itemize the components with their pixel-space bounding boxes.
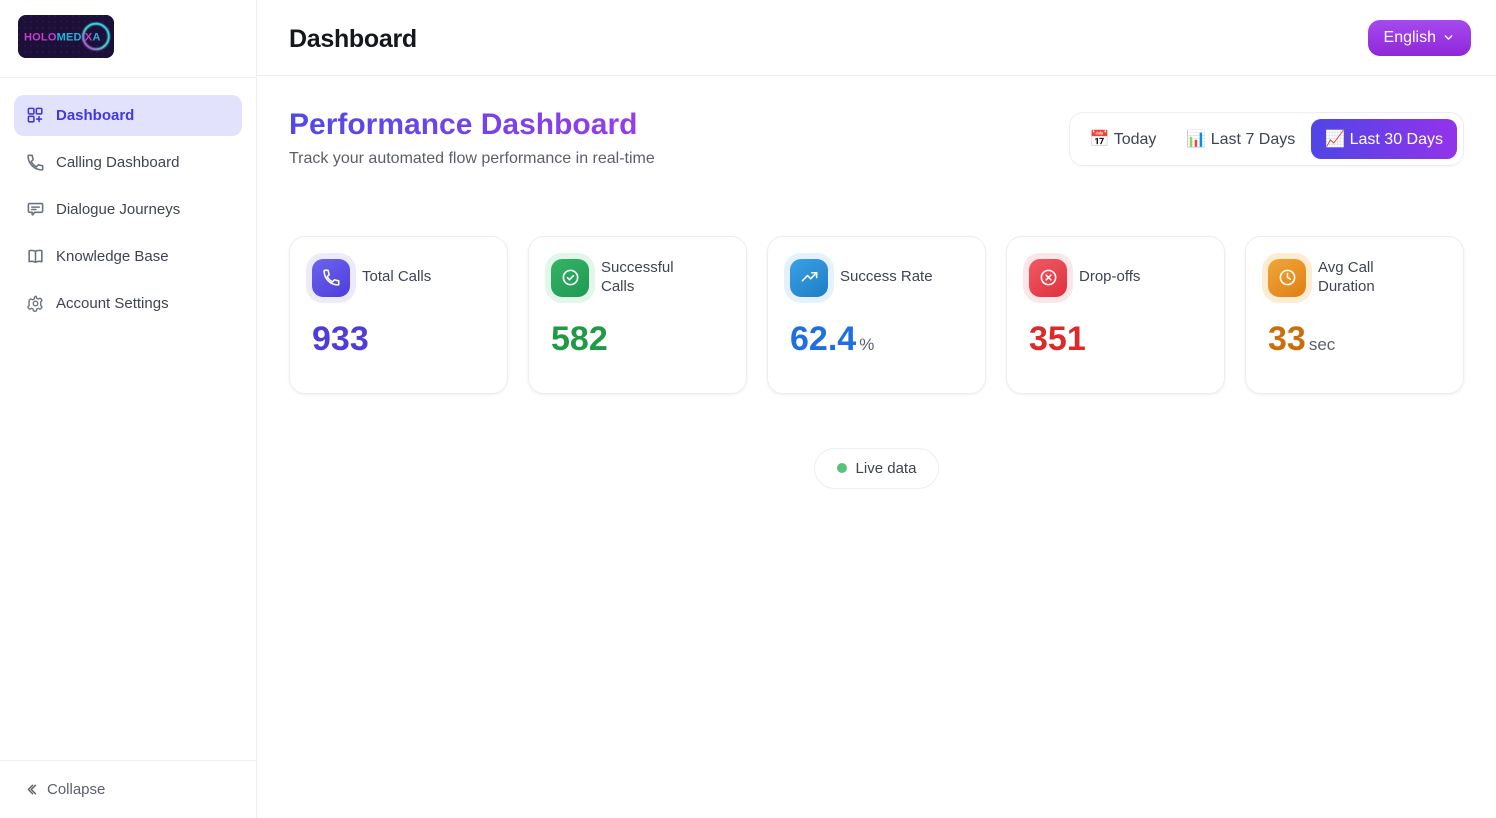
svg-text:HOLOMEDIXA: HOLOMEDIXA: [24, 32, 101, 44]
